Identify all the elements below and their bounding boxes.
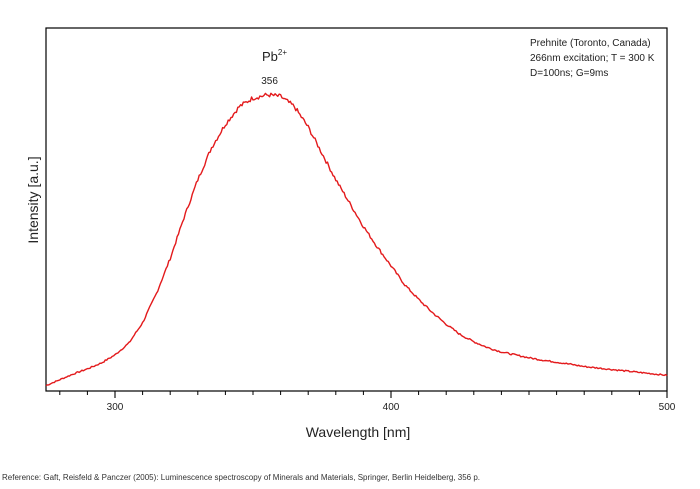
x-minor-ticks — [59, 391, 640, 395]
y-axis-label: Intensity [a.u.] — [25, 156, 41, 243]
series-line-spectrum — [45, 92, 668, 387]
x-axis-label: Wavelength [nm] — [306, 424, 411, 440]
x-tick-labels: 300 400 500 — [107, 402, 676, 413]
x-tick-label: 400 — [383, 402, 400, 413]
info-line-excitation: 266nm excitation; T = 300 K — [530, 53, 655, 64]
peak-ion-base: Pb — [262, 49, 278, 64]
info-line-gate: D=100ns; G=9ms — [530, 68, 608, 79]
peak-wavelength-label: 356 — [261, 76, 278, 87]
x-tick-label: 300 — [107, 402, 124, 413]
peak-ion-label: Pb2+ — [262, 48, 287, 64]
reference-citation: Reference: Gaft, Reisfeld & Panczer (200… — [2, 473, 481, 482]
x-major-ticks — [114, 391, 668, 398]
peak-ion-charge: 2+ — [278, 48, 287, 57]
x-tick-label: 500 — [659, 402, 676, 413]
info-line-mineral: Prehnite (Toronto, Canada) — [530, 38, 651, 49]
plot-area-frame — [45, 27, 668, 392]
